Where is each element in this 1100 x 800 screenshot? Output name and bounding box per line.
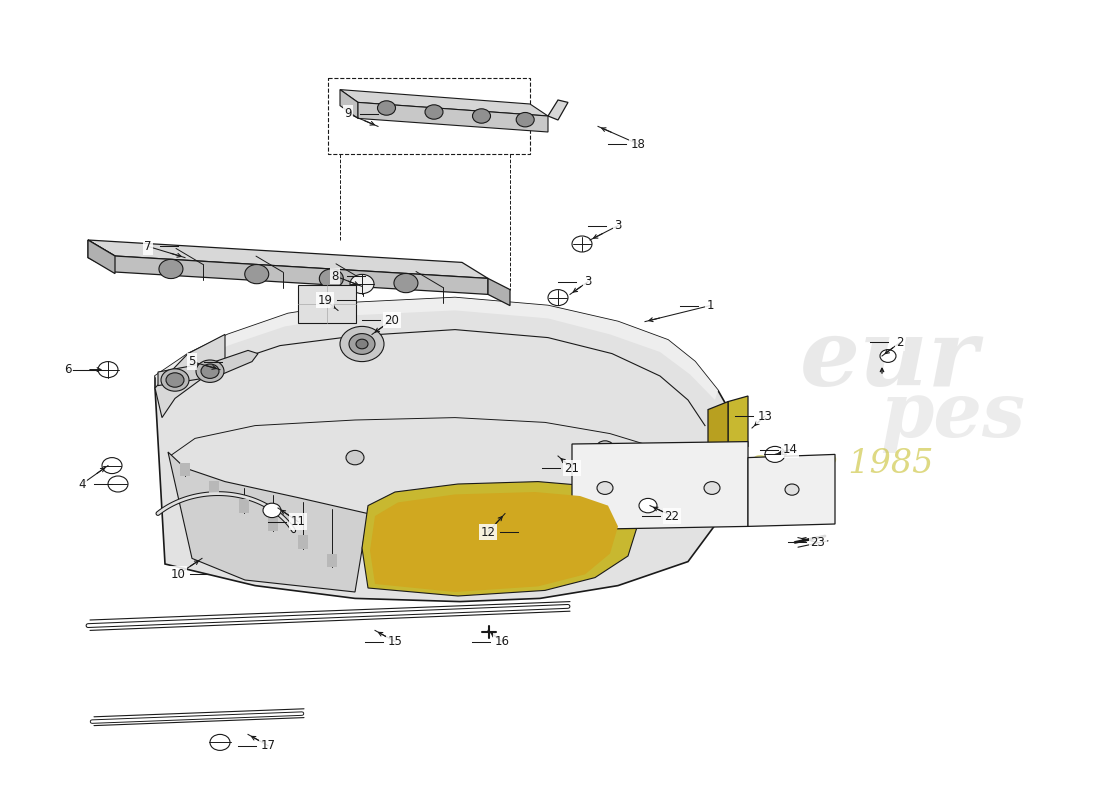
Circle shape <box>102 458 122 474</box>
Text: 12: 12 <box>481 526 495 538</box>
Circle shape <box>340 326 384 362</box>
Text: 21: 21 <box>564 462 580 474</box>
Text: since 1985: since 1985 <box>750 448 934 480</box>
Text: eur: eur <box>800 315 979 405</box>
Text: 22: 22 <box>664 510 680 522</box>
Polygon shape <box>362 482 638 596</box>
Polygon shape <box>327 554 337 567</box>
Circle shape <box>704 482 720 494</box>
Text: pes: pes <box>880 379 1025 453</box>
Circle shape <box>349 334 375 354</box>
Polygon shape <box>155 334 226 418</box>
Text: 18: 18 <box>630 138 646 150</box>
Polygon shape <box>728 396 748 454</box>
Text: 8: 8 <box>331 270 339 282</box>
Polygon shape <box>340 90 548 116</box>
Text: 11: 11 <box>290 515 306 528</box>
Text: 6: 6 <box>64 363 72 376</box>
Text: 2: 2 <box>896 336 904 349</box>
Circle shape <box>880 350 896 362</box>
Polygon shape <box>572 442 748 530</box>
Text: 1: 1 <box>706 299 714 312</box>
Polygon shape <box>88 240 488 294</box>
Polygon shape <box>268 518 278 531</box>
Circle shape <box>394 274 418 293</box>
Circle shape <box>210 734 230 750</box>
Polygon shape <box>358 102 548 132</box>
Circle shape <box>473 109 491 123</box>
Circle shape <box>166 373 184 387</box>
Circle shape <box>548 290 568 306</box>
Circle shape <box>639 498 657 513</box>
Polygon shape <box>155 298 718 400</box>
Circle shape <box>764 446 785 462</box>
Circle shape <box>201 364 219 378</box>
Text: 14: 14 <box>782 443 797 456</box>
Polygon shape <box>708 402 728 462</box>
Polygon shape <box>209 481 219 494</box>
Text: 10: 10 <box>170 568 186 581</box>
Polygon shape <box>370 492 618 592</box>
Circle shape <box>516 113 535 127</box>
Circle shape <box>425 105 443 119</box>
Circle shape <box>596 441 614 455</box>
Circle shape <box>319 269 343 288</box>
Circle shape <box>244 265 268 284</box>
Polygon shape <box>180 462 190 476</box>
Text: 19: 19 <box>318 294 332 306</box>
Text: 23: 23 <box>811 536 825 549</box>
Circle shape <box>158 259 183 278</box>
Circle shape <box>356 339 369 349</box>
Text: 13: 13 <box>758 410 772 422</box>
Text: 20: 20 <box>385 314 399 326</box>
FancyBboxPatch shape <box>298 285 356 323</box>
Polygon shape <box>548 100 568 120</box>
Polygon shape <box>340 90 358 118</box>
Circle shape <box>263 503 280 518</box>
Polygon shape <box>88 240 488 278</box>
Circle shape <box>597 482 613 494</box>
Circle shape <box>161 369 189 391</box>
Circle shape <box>346 450 364 465</box>
Circle shape <box>350 274 374 294</box>
Polygon shape <box>155 298 742 602</box>
Polygon shape <box>158 350 258 386</box>
Text: 4: 4 <box>78 478 86 490</box>
Text: 5: 5 <box>188 355 196 368</box>
Polygon shape <box>88 240 116 274</box>
Text: 16: 16 <box>495 635 509 648</box>
Circle shape <box>785 484 799 495</box>
Circle shape <box>572 236 592 252</box>
Polygon shape <box>239 499 249 513</box>
Circle shape <box>377 101 396 115</box>
Polygon shape <box>748 454 835 526</box>
Text: 3: 3 <box>614 219 622 232</box>
Polygon shape <box>488 278 510 306</box>
Circle shape <box>98 362 118 378</box>
Circle shape <box>108 476 128 492</box>
Text: 17: 17 <box>261 739 275 752</box>
Text: 9: 9 <box>344 107 352 120</box>
Text: 15: 15 <box>387 635 403 648</box>
Polygon shape <box>168 452 368 592</box>
Circle shape <box>196 360 224 382</box>
Text: 7: 7 <box>144 240 152 253</box>
Text: a passion for parts: a passion for parts <box>270 533 507 555</box>
Polygon shape <box>298 535 308 549</box>
Text: 3: 3 <box>584 275 592 288</box>
